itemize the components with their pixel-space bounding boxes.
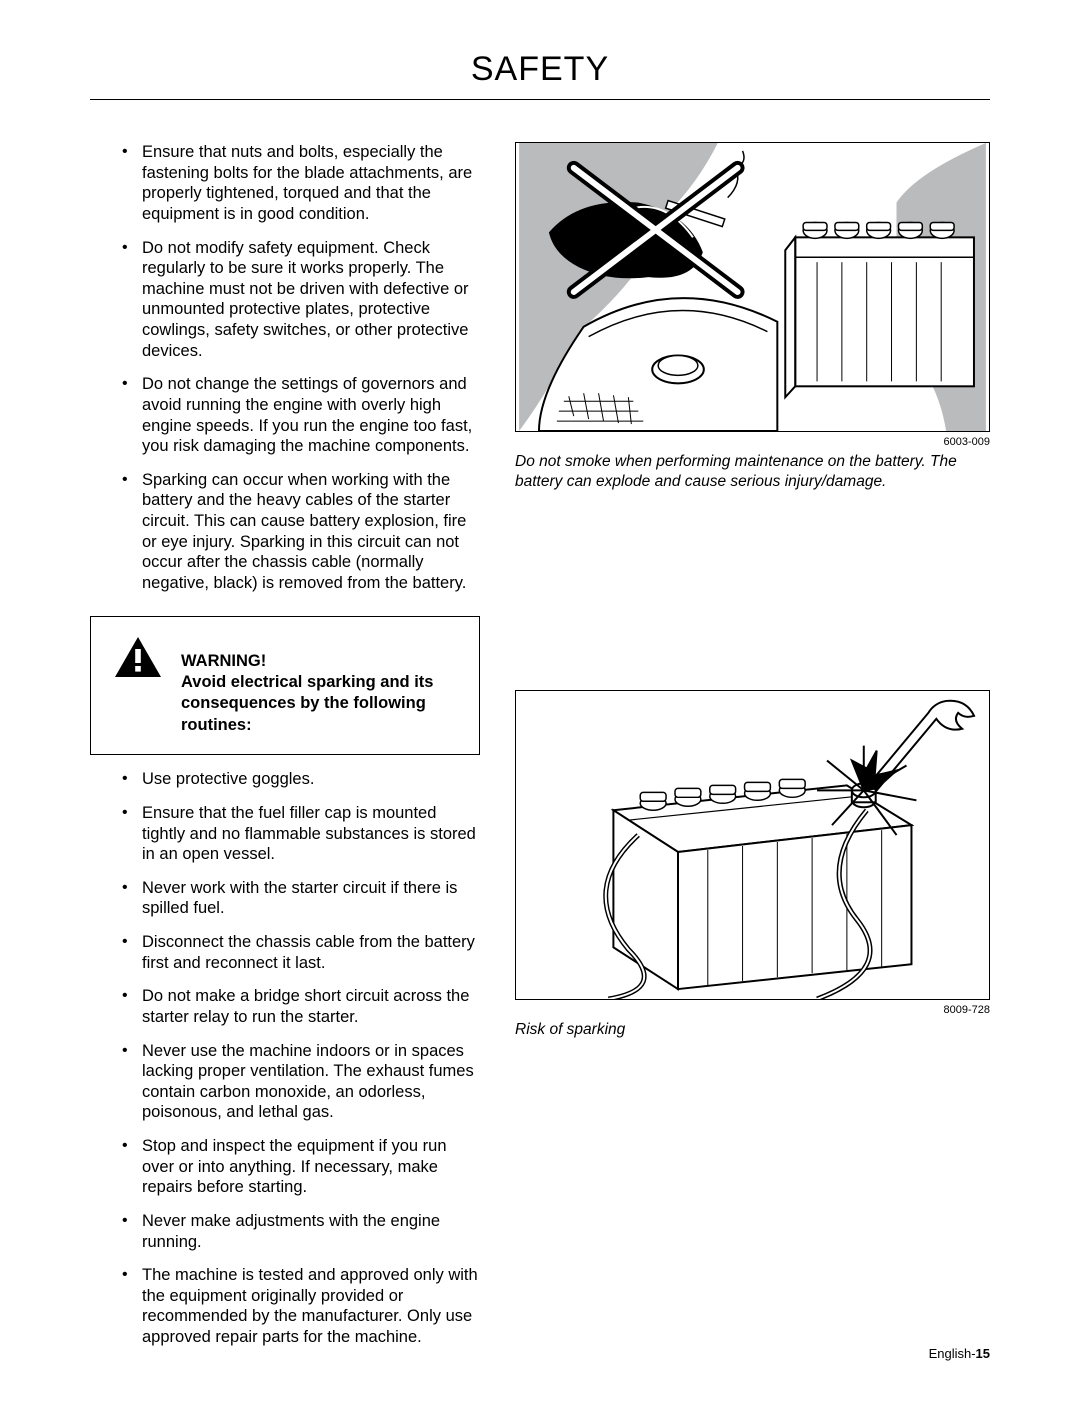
header-rule [90, 99, 990, 100]
list-item: Sparking can occur when working with the… [122, 470, 480, 594]
warning-box: WARNING! Avoid electrical sparking and i… [90, 616, 480, 756]
list-item: Disconnect the chassis cable from the ba… [122, 932, 480, 973]
warning-heading: WARNING! [181, 652, 266, 670]
list-item: Never work with the starter circuit if t… [122, 878, 480, 919]
safety-list-1: Ensure that nuts and bolts, especially t… [90, 142, 480, 594]
safety-list-2: Use protective goggles. Ensure that the … [90, 769, 480, 1347]
warning-body: Avoid electrical sparking and its conseq… [181, 673, 433, 734]
list-item: Do not modify safety equipment. Check re… [122, 238, 480, 362]
list-item: Stop and inspect the equipment if you ru… [122, 1136, 480, 1198]
figure-sparking: 8009-728 Risk of sparking [515, 690, 990, 1040]
list-item: The machine is tested and approved only … [122, 1265, 480, 1348]
list-item: Do not change the settings of governors … [122, 374, 480, 457]
list-item: Ensure that nuts and bolts, especially t… [122, 142, 480, 225]
figure-id: 6003-009 [515, 436, 990, 448]
list-item: Use protective goggles. [122, 769, 480, 790]
list-item: Ensure that the fuel filler cap is mount… [122, 803, 480, 865]
list-item: Never make adjustments with the engine r… [122, 1211, 480, 1252]
list-item: Never use the machine indoors or in spac… [122, 1041, 480, 1124]
footer-lang: English- [929, 1346, 976, 1361]
figure-no-smoke: 6003-009 Do not smoke when performing ma… [515, 142, 990, 492]
footer-page-number: 15 [976, 1346, 990, 1361]
figure-id: 8009-728 [515, 1004, 990, 1016]
list-item: Do not make a bridge short circuit acros… [122, 986, 480, 1027]
warning-icon [113, 635, 163, 684]
page-footer: English-15 [929, 1346, 990, 1361]
page-title: SAFETY [90, 50, 990, 99]
figure-caption: Do not smoke when performing maintenance… [515, 452, 990, 492]
figure-caption: Risk of sparking [515, 1020, 990, 1040]
